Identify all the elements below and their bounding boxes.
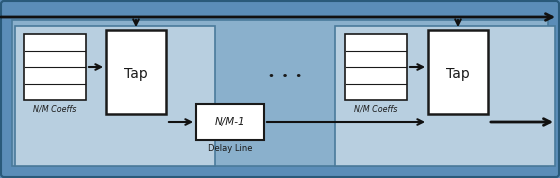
Bar xyxy=(428,30,488,114)
Text: Tap: Tap xyxy=(446,67,470,81)
Text: N/M Coeffs: N/M Coeffs xyxy=(33,105,77,114)
Bar xyxy=(196,104,264,140)
Bar xyxy=(15,26,215,166)
Text: Delay Line: Delay Line xyxy=(208,144,252,153)
Text: N/M Coeffs: N/M Coeffs xyxy=(354,105,398,114)
Bar xyxy=(12,20,548,166)
Bar xyxy=(106,30,166,114)
Bar xyxy=(24,34,86,100)
Bar xyxy=(345,34,407,100)
Text: N/M-1: N/M-1 xyxy=(214,117,245,127)
Text: . . .: . . . xyxy=(268,63,302,81)
Bar xyxy=(335,26,555,166)
Text: Tap: Tap xyxy=(124,67,148,81)
